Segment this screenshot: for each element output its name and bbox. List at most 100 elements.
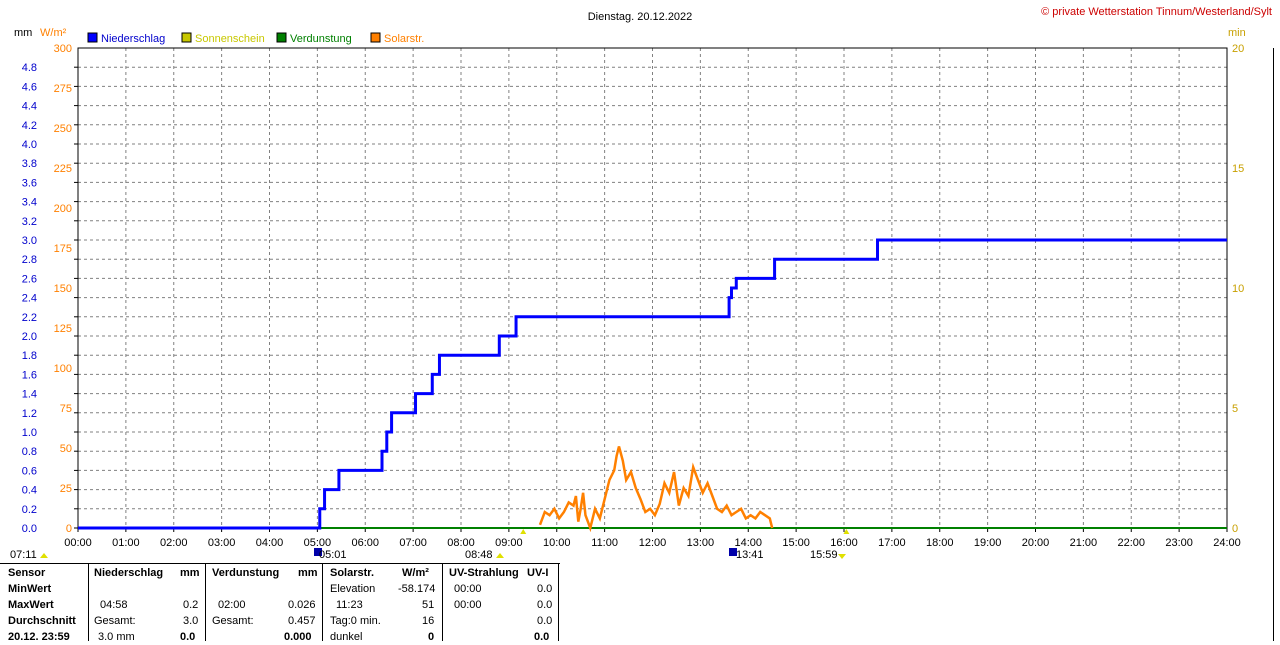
y-mm-tick-label: 1.4 [22, 389, 37, 401]
y-mm-tick-label: 1.8 [22, 350, 37, 362]
min-uv-value: 0.0 [537, 583, 553, 595]
unit-wm2-label: W/m² [40, 27, 67, 39]
max-rain-value: 0.2 [183, 599, 199, 611]
y-wm2-tick-label: 200 [54, 203, 72, 215]
x-tick-label: 22:00 [1117, 537, 1145, 549]
y-mm-tick-label: 0.8 [22, 446, 37, 458]
x-tick-label: 10:00 [543, 537, 571, 549]
legend-swatch [87, 32, 98, 43]
x-tick-label: 06:00 [351, 537, 379, 549]
cur-evap-value: 0.000 [284, 631, 312, 643]
table-divider [558, 563, 559, 641]
max-evap-value: 0.026 [288, 599, 316, 611]
y-mm-tick-label: 0.6 [22, 465, 37, 477]
table-divider [88, 563, 89, 641]
table-top-border [0, 563, 560, 564]
header-solar-unit: W/m² [402, 567, 429, 579]
legend-label: Sonnenschein [195, 33, 265, 45]
x-tick-label: 21:00 [1070, 537, 1098, 549]
y-wm2-tick-label: 100 [54, 363, 72, 375]
cur-rain-label: 3.0 mm [98, 631, 135, 643]
moon-icon [314, 548, 322, 556]
x-tick-label: 04:00 [256, 537, 284, 549]
sun-marker-label: 15:59 [810, 549, 838, 561]
sun-axis-marker [520, 529, 527, 534]
y-mm-tick-label: 4.6 [22, 81, 37, 93]
row-label-avg: Durchschnitt [8, 615, 76, 627]
y-mm-tick-label: 4.2 [22, 120, 37, 132]
x-tick-label: 17:00 [878, 537, 906, 549]
cur-uv-value: 0.0 [534, 631, 550, 643]
x-tick-label: 01:00 [112, 537, 140, 549]
table-divider [322, 563, 323, 641]
x-tick-label: 03:00 [208, 537, 236, 549]
y-wm2-tick-label: 275 [54, 83, 72, 95]
legend-label: Verdunstung [290, 33, 352, 45]
row-label-max: MaxWert [8, 599, 54, 611]
y-mm-tick-label: 4.4 [22, 101, 37, 113]
header-rain-unit: mm [180, 567, 200, 579]
avg-uv-value: 0.0 [537, 615, 553, 627]
max-solar-time: 11:23 [336, 599, 363, 611]
header-uv: UV-Strahlung [449, 567, 519, 579]
y-min-tick-label: 20 [1232, 43, 1244, 55]
x-tick-label: 16:00 [830, 537, 858, 549]
x-tick-label: 11:00 [591, 537, 618, 549]
avg-evap-label: Gesamt: [212, 615, 254, 627]
sun-up-icon [40, 553, 48, 558]
max-evap-time: 02:00 [218, 599, 246, 611]
min-solar-value: -58.174 [398, 583, 436, 595]
x-tick-label: 12:00 [639, 537, 667, 549]
header-evap: Verdunstung [212, 567, 280, 579]
sun-markers: 07:11 05:01 08:48 13:41 15:59 [10, 529, 850, 561]
chart-legend: Niederschlag Sonnenschein Verdunstung Solar… [87, 32, 424, 45]
y-mm-tick-label: 4.8 [22, 62, 37, 74]
x-tick-label: 07:00 [399, 537, 427, 549]
y-mm-tick-label: 1.0 [22, 427, 37, 439]
max-uv-time: 00:00 [454, 599, 482, 611]
max-uv-value: 0.0 [537, 599, 553, 611]
y-min-tick-label: 5 [1232, 403, 1238, 415]
x-tick-label: 20:00 [1022, 537, 1050, 549]
y-wm2-tick-label: 0 [66, 523, 72, 535]
y-wm2-tick-label: 175 [54, 243, 72, 255]
sun-up-icon [496, 553, 504, 558]
x-tick-label: 08:00 [447, 537, 475, 549]
x-tick-label: 00:00 [64, 537, 92, 549]
header-sensor: Sensor [8, 567, 46, 579]
y-wm2-tick-label: 50 [60, 443, 72, 455]
y-mm-tick-label: 2.0 [22, 331, 37, 343]
x-tick-label: 13:00 [687, 537, 715, 549]
y-mm-tick-label: 3.4 [22, 197, 37, 209]
axis-ticks [74, 66, 1228, 532]
sun-marker-label: 13:41 [736, 549, 764, 561]
chart-title: Dienstag. 20.12.2022 [588, 11, 693, 23]
y-mm-tick-label: 2.6 [22, 273, 37, 285]
y-mm-tick-label: 3.2 [22, 216, 37, 228]
legend-label: Niederschlag [101, 33, 165, 45]
summary-table: Sensor Niederschlag mm Verdunstung mm So… [0, 563, 560, 643]
cur-solar-label: dunkel [330, 631, 363, 643]
x-tick-label: 02:00 [160, 537, 188, 549]
y-wm2-tick-label: 150 [54, 283, 72, 295]
y-mm-tick-label: 3.8 [22, 158, 37, 170]
x-tick-label: 14:00 [734, 537, 762, 549]
avg-rain-label: Gesamt: [94, 615, 136, 627]
row-label-min: MinWert [8, 583, 52, 595]
y-mm-tick-label: 1.2 [22, 408, 37, 420]
y-mm-tick-label: 3.6 [22, 177, 37, 189]
y-wm2-tick-label: 300 [54, 43, 72, 55]
sun-marker-label: 08:48 [465, 549, 493, 561]
sun-down-icon [838, 554, 846, 559]
sun-marker-label: 05:01 [319, 549, 347, 561]
cur-solar-value: 0 [428, 631, 435, 643]
y-wm2-tick-label: 225 [54, 163, 72, 175]
y-min-tick-label: 10 [1232, 283, 1244, 295]
avg-rain-value: 3.0 [183, 615, 199, 627]
station-credit: © private Wetterstation Tinnum/Westerlan… [1041, 6, 1272, 18]
x-tick-label: 18:00 [926, 537, 954, 549]
table-divider [442, 563, 443, 641]
y-wm2-tick-label: 75 [60, 403, 72, 415]
avg-evap-value: 0.457 [288, 615, 316, 627]
right-scroll-strip [1270, 48, 1280, 641]
